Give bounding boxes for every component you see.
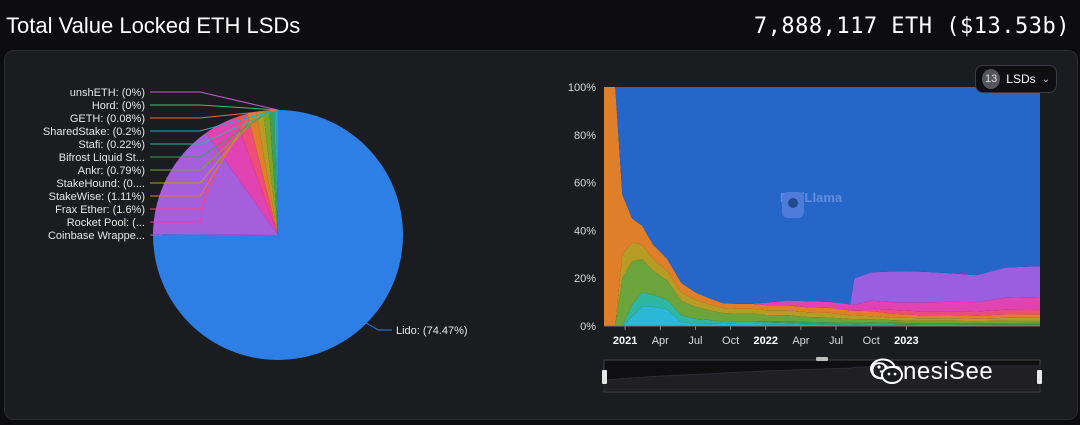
pie-leader-line [150,104,279,111]
pie-slice [269,110,278,235]
total-value-locked: 7,888,117 ETH ($13.53b) [753,14,1070,39]
pie-label: Lido: (74.47%) [396,325,468,337]
pie-leader-line [150,109,278,119]
x-tick-label: Apr [792,335,809,347]
y-tick-label: 60% [574,178,596,190]
y-tick-label: 40% [574,225,596,237]
pie-leader-line [150,112,253,197]
pie-label: Hord: (0%) [92,100,145,112]
lsd-count-badge: 13 [982,69,1001,89]
wechat-icon [870,358,903,384]
pie-label: GETH: (0.08%) [70,113,145,125]
pie-leader-line [364,321,392,331]
defillama-logo-icon [782,192,804,218]
pie-slice [247,111,278,235]
x-tick-label: Oct [863,335,880,347]
page-title: Total Value Locked ETH LSDs [6,13,301,38]
pie-label: StakeWise: (1.11%) [49,191,145,203]
x-tick-label: 2022 [753,335,777,347]
pie-slice [274,110,278,235]
defillama-watermark: DefiLlama [780,190,843,218]
area-series-coinbase-wrapped [604,87,1040,305]
chevron-down-icon: ⌄ [1041,73,1050,85]
area-series-sharedstake [604,306,1040,326]
defillama-text: DefiLlama [780,190,843,205]
pie-label: unshETH: (0%) [70,87,145,99]
y-tick-label: 100% [568,82,596,94]
pie-leader-line [150,124,221,223]
range-slider-handle-left [602,370,607,384]
pie-label: SharedStake: (0.2%) [43,126,145,138]
pie-leader-line [150,109,272,158]
range-slider-preview [603,365,1041,391]
pie-leader-line [150,109,276,145]
pie-slice [235,113,278,235]
pie-label: Ankr: (0.79%) [78,165,145,177]
pie-chart: Lido: (74.47%) Coinbase Wrappe...Rocket P… [43,87,468,360]
pie-label: Stafi: (0.22%) [78,139,145,151]
y-tick-label: 80% [574,130,596,142]
pie-label: Coinbase Wrappe... [48,230,145,242]
pie-leader-line [150,110,267,171]
range-slider-handle-right [1037,370,1042,384]
lsd-selector-label: LSDs [1006,72,1036,86]
wechat-watermark: GenesiSee [870,358,993,386]
pie-label: StakeHound: (0.... [56,178,145,190]
area-series-ankr [604,259,1040,326]
x-tick-label: 2021 [613,335,637,347]
pie-slice [153,110,404,360]
x-tick-label: Jul [829,335,843,347]
area-series-lido [604,87,1040,305]
pie-slice [256,110,278,235]
pie-label: Frax Ether: (1.6%) [55,204,145,216]
y-tick-label: 0% [580,321,596,333]
x-tick-label: Oct [722,335,739,347]
x-tick-label: Apr [652,335,669,347]
pie-leader-line [150,109,277,132]
pie-slice [263,110,278,235]
pie-leader-line [150,111,260,184]
pie-label: Bifrost Liquid St... [59,152,145,164]
x-tick-label: Jul [688,335,702,347]
y-tick-label: 20% [574,273,596,285]
pie-leader-line [150,91,279,111]
pie-slice [277,110,278,235]
pie-slice [275,110,278,235]
x-tick-label: 2023 [894,335,918,347]
pie-slice [205,117,278,235]
pie-leader-line [150,115,242,210]
area-series-stafi [604,292,1040,326]
pie-label: Rocket Pool: (... [67,217,145,229]
range-slider-grip [816,357,828,361]
lsd-selector-button[interactable]: 13 LSDs ⌄ [975,65,1057,93]
